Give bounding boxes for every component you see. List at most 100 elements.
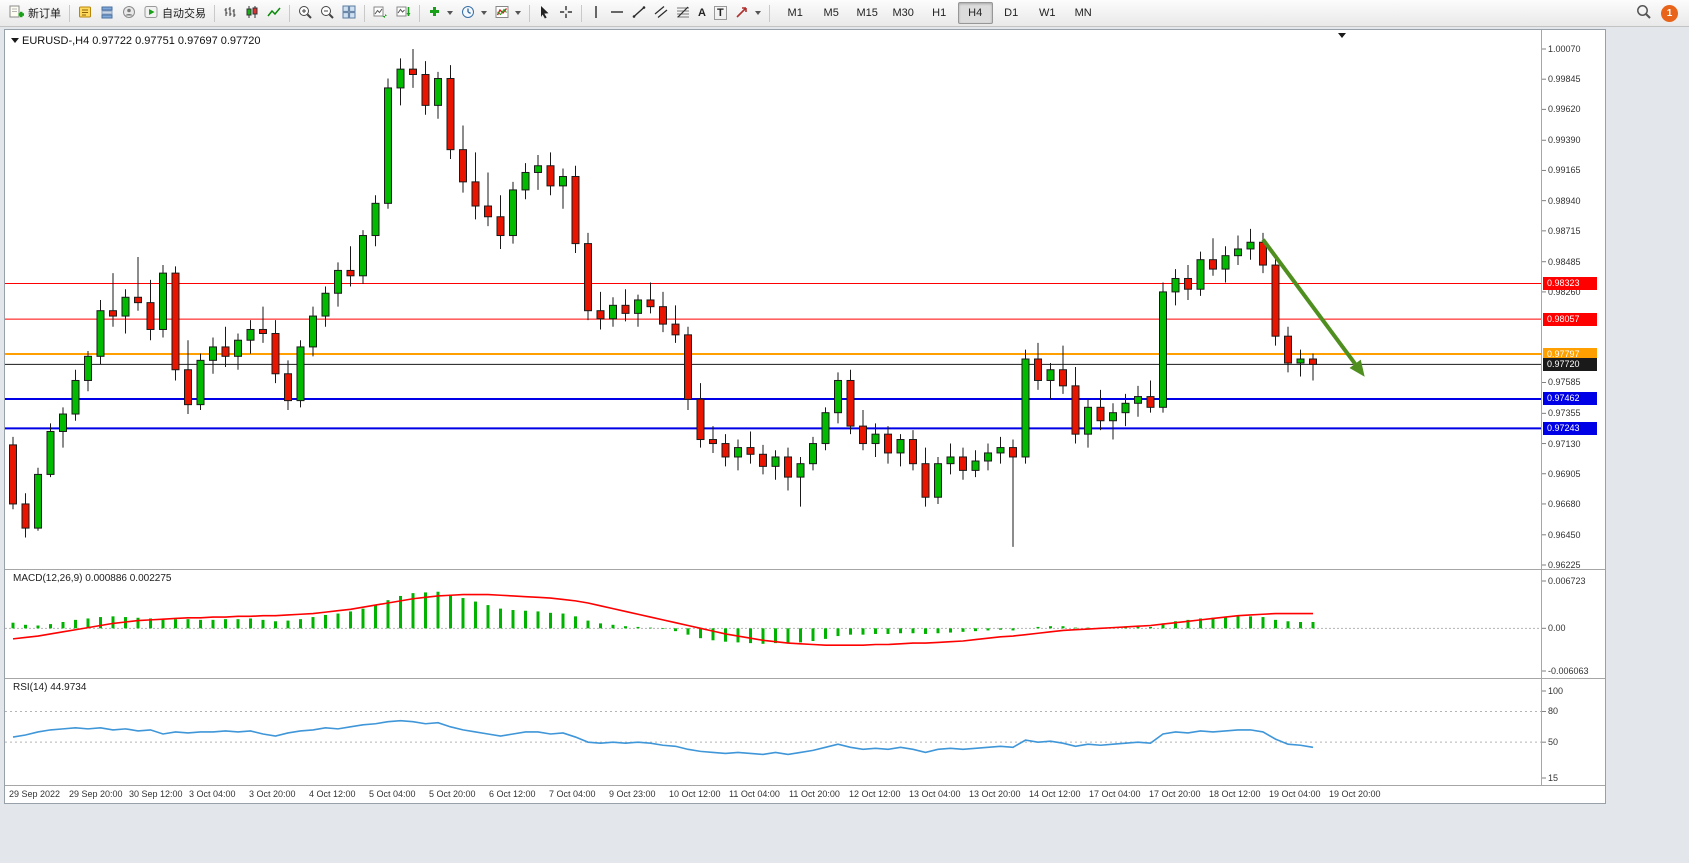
rsi-label: RSI(14) 44.9734 [13,682,87,693]
fibonacci-icon [676,5,690,22]
time-axis-label: 4 Oct 12:00 [309,789,356,799]
price-axis-divider [1541,30,1542,786]
cursor-icon [538,5,551,22]
chart-window[interactable]: EURUSD-,H4 0.97722 0.97751 0.97697 0.977… [4,29,1606,804]
timeframe-w1[interactable]: W1 [1038,7,1056,19]
zoom-out-button[interactable] [316,2,338,24]
time-axis-label: 19 Oct 04:00 [1269,789,1321,799]
symbol-dropdown-icon[interactable] [11,38,19,43]
rsi-axis-label: 100 [1548,686,1564,696]
price-axis-label: 0.96680 [1548,498,1581,509]
text-button[interactable]: A [694,2,710,24]
price-axis-label: 0.98940 [1548,195,1581,206]
autoscroll-button[interactable] [369,2,392,24]
toolbar-separator [69,4,70,22]
shapes-button[interactable] [731,2,765,24]
community-button[interactable] [118,2,140,24]
time-axis-label: 19 Oct 20:00 [1329,789,1381,799]
macd-pane-splitter[interactable] [5,569,1605,570]
one-click-trading-icon[interactable] [1338,33,1346,38]
candles-layer [9,49,1317,547]
time-axis-label: 17 Oct 20:00 [1149,789,1201,799]
toolbar-separator [529,4,530,22]
price-axis-label: 0.98715 [1548,225,1581,236]
vertical-line-button[interactable] [586,2,606,24]
zoom-in-button[interactable] [294,2,316,24]
toolbar-separator [419,4,420,22]
line-chart-icon [267,5,281,22]
macd-axis-label: -0.006063 [1548,666,1589,676]
chart-shift-button[interactable] [392,2,415,24]
toolbar-separator [364,4,365,22]
price-axis-label: 0.98485 [1548,256,1581,267]
market-depth-button[interactable] [96,2,118,24]
price-scale[interactable]: 1.00070 0.99845 0.99620 0.99390 0.99165 0.989… [5,30,1605,786]
price-tag: 0.97462 [1543,392,1597,406]
autotrading-label: 自动交易 [162,8,206,20]
timeframe-m30[interactable]: M30 [892,7,914,19]
time-axis-label: 3 Oct 04:00 [189,789,236,799]
timeframe-m5[interactable]: M5 [823,7,839,19]
price-axis-label: 0.97130 [1548,438,1581,449]
timeframe-m1[interactable]: M1 [787,7,803,19]
price-axis-label: 0.96225 [1548,560,1581,570]
search-button[interactable] [1632,2,1655,24]
chevron-down-icon [447,11,453,15]
macd-axis-label: 0.006723 [1548,576,1586,586]
macd-label: MACD(12,26,9) 0.000886 0.002275 [13,573,172,584]
rsi-pane-splitter[interactable] [5,678,1605,679]
price-tag: 0.98057 [1543,312,1597,326]
rsi-axis-label: 80 [1548,706,1559,717]
toolbar-separator [289,4,290,22]
autotrading-button[interactable]: 自动交易 [140,2,210,24]
line-chart-button[interactable] [263,2,285,24]
timeframe-d1[interactable]: D1 [1004,7,1019,19]
notification-badge[interactable]: 1 [1661,4,1678,22]
indicators-button[interactable] [491,2,525,24]
timeframe-h4[interactable]: H4 [957,2,993,24]
candlestick-chart-button[interactable] [241,2,263,24]
main-toolbar: 新订单 自动交易 [0,0,1689,27]
cursor-button[interactable] [534,2,555,24]
chevron-down-icon [515,11,521,15]
price-axis-label: 0.97355 [1548,408,1581,419]
crosshair-button[interactable] [555,2,577,24]
horizontal-line-button[interactable] [606,2,628,24]
bar-chart-button[interactable] [219,2,241,24]
fibonacci-button[interactable] [672,2,694,24]
timeframe-mn[interactable]: MN [1074,7,1092,19]
metaeditor-icon [78,5,92,22]
time-axis-label: 29 Sep 20:00 [69,789,123,799]
toolbar-separator [581,4,582,22]
new-order-button[interactable]: 新订单 [5,2,65,24]
timeframe-m15[interactable]: M15 [856,7,878,19]
time-axis-label: 12 Oct 12:00 [849,789,901,799]
rsi-line [12,719,1314,756]
text-label-button[interactable]: T [710,2,731,24]
channel-button[interactable] [650,2,672,24]
new-chart-button[interactable] [424,2,457,24]
timeframe-h1[interactable]: H1 [932,7,947,19]
rsi-axis-label: 50 [1548,737,1559,748]
periods-button[interactable] [457,2,491,24]
time-axis-label: 7 Oct 04:00 [549,789,596,799]
time-axis-label: 6 Oct 12:00 [489,789,536,799]
time-scale[interactable]: 29 Sep 2022 29 Sep 20:00 30 Sep 12:00 3 Oct… [5,786,1605,803]
search-icon [1636,4,1651,22]
market-depth-icon [100,5,114,22]
chevron-down-icon [754,11,761,15]
price-axis-label: 1.00070 [1548,44,1581,54]
chart-title: EURUSD-,H4 0.97722 0.97751 0.97697 0.977… [22,35,261,47]
metaeditor-button[interactable] [74,2,96,24]
time-axis-label: 14 Oct 12:00 [1029,789,1081,799]
chart-canvas[interactable] [5,30,1603,802]
time-axis-label: 10 Oct 12:00 [669,789,721,799]
time-axis-label: 13 Oct 20:00 [969,789,1021,799]
text-label-icon: T [713,6,727,20]
tile-windows-button[interactable] [338,2,360,24]
candlestick-chart-icon [245,5,259,22]
price-axis-label: 0.96450 [1548,529,1581,540]
trendline-button[interactable] [628,2,650,24]
time-axis-label: 11 Oct 04:00 [729,789,780,799]
price-tag: 0.97720 [1543,357,1597,371]
